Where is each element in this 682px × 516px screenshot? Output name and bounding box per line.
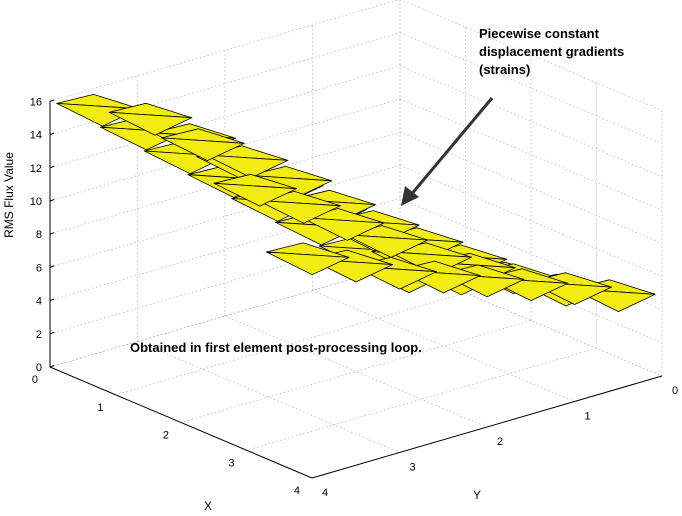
callout-text: Piecewise constant displacement gradients…	[479, 26, 624, 77]
grid-line	[49, 231, 401, 335]
element-triangle	[204, 154, 289, 179]
callout-annotation: Piecewise constant displacement gradients…	[401, 26, 624, 206]
z-tick-mark	[49, 132, 55, 136]
element-triangle	[301, 217, 385, 241]
grid-line	[115, 292, 466, 396]
grid-line	[246, 347, 597, 451]
x-tick-label: 1	[97, 402, 103, 414]
element-triangle	[213, 182, 298, 207]
element-triangle	[161, 137, 245, 162]
callout-line: displacement gradients	[479, 44, 624, 59]
y-axis-label: Y	[473, 488, 481, 502]
x-axis-label: X	[204, 499, 212, 513]
element-triangle	[344, 234, 429, 258]
element-triangle	[257, 199, 341, 224]
grid-line	[137, 341, 400, 453]
element-triangle	[108, 111, 193, 136]
axes	[49, 99, 663, 479]
grid-line	[399, 264, 663, 377]
grid-line	[49, 264, 401, 368]
z-axis-label: RMS Flux Value	[2, 152, 16, 238]
z-tick-mark	[49, 331, 55, 335]
grid-line	[49, 65, 401, 169]
z-tick-mark	[49, 165, 55, 169]
grid-line	[399, 231, 663, 344]
x-tick-label: 0	[32, 374, 38, 386]
grid-line	[49, 0, 400, 102]
z-tick-label: 12	[30, 163, 42, 175]
x-tick-label: 2	[163, 430, 169, 442]
y-tick-label: 0	[672, 385, 678, 397]
x-tick-label: 4	[294, 485, 300, 497]
element-triangles	[56, 94, 656, 313]
grid-line	[49, 131, 401, 235]
grid-line	[312, 290, 575, 402]
y-tick-label: 2	[497, 436, 503, 448]
z-tick-label: 6	[36, 262, 42, 274]
post-processing-note: Obtained in first element post-processin…	[130, 340, 422, 355]
z-tick-mark	[49, 199, 55, 202]
callout-arrow-head	[401, 186, 419, 206]
grid-line	[49, 98, 401, 202]
z-tick-mark	[49, 232, 55, 235]
grid-line	[399, 98, 663, 211]
x-axis-line	[49, 366, 313, 479]
grid-line	[400, 0, 663, 111]
x-tick-label: 3	[228, 457, 234, 469]
z-tick-label: 0	[36, 362, 42, 374]
z-tick-label: 8	[36, 229, 42, 241]
z-tick-label: 16	[30, 96, 42, 108]
grid-line	[224, 315, 488, 428]
y-tick-label: 4	[322, 487, 328, 499]
grid-line	[180, 320, 532, 423]
z-tick-label: 2	[36, 329, 42, 341]
y-tick-label: 1	[585, 411, 591, 423]
z-tick-mark	[49, 298, 55, 302]
grid-line	[49, 165, 401, 268]
callout-line: (strains)	[479, 62, 530, 77]
grid-line	[399, 32, 663, 144]
z-tick-label: 14	[30, 130, 42, 142]
z-tick-label: 4	[36, 296, 42, 308]
z-tick-mark	[49, 265, 55, 268]
z-tick-mark	[49, 365, 55, 368]
element-triangle	[265, 251, 350, 276]
grid-line	[49, 198, 401, 301]
y-axis-line	[311, 375, 663, 479]
grid-line	[399, 65, 663, 178]
callout-arrow-shaft	[408, 97, 494, 197]
callout-line: Piecewise constant	[479, 26, 600, 41]
z-tick-mark	[49, 99, 55, 102]
grid-line	[49, 264, 401, 368]
grid-line	[399, 165, 663, 277]
grid-line	[399, 131, 663, 244]
y-tick-label: 3	[410, 462, 416, 474]
z-tick-label: 10	[30, 196, 42, 208]
